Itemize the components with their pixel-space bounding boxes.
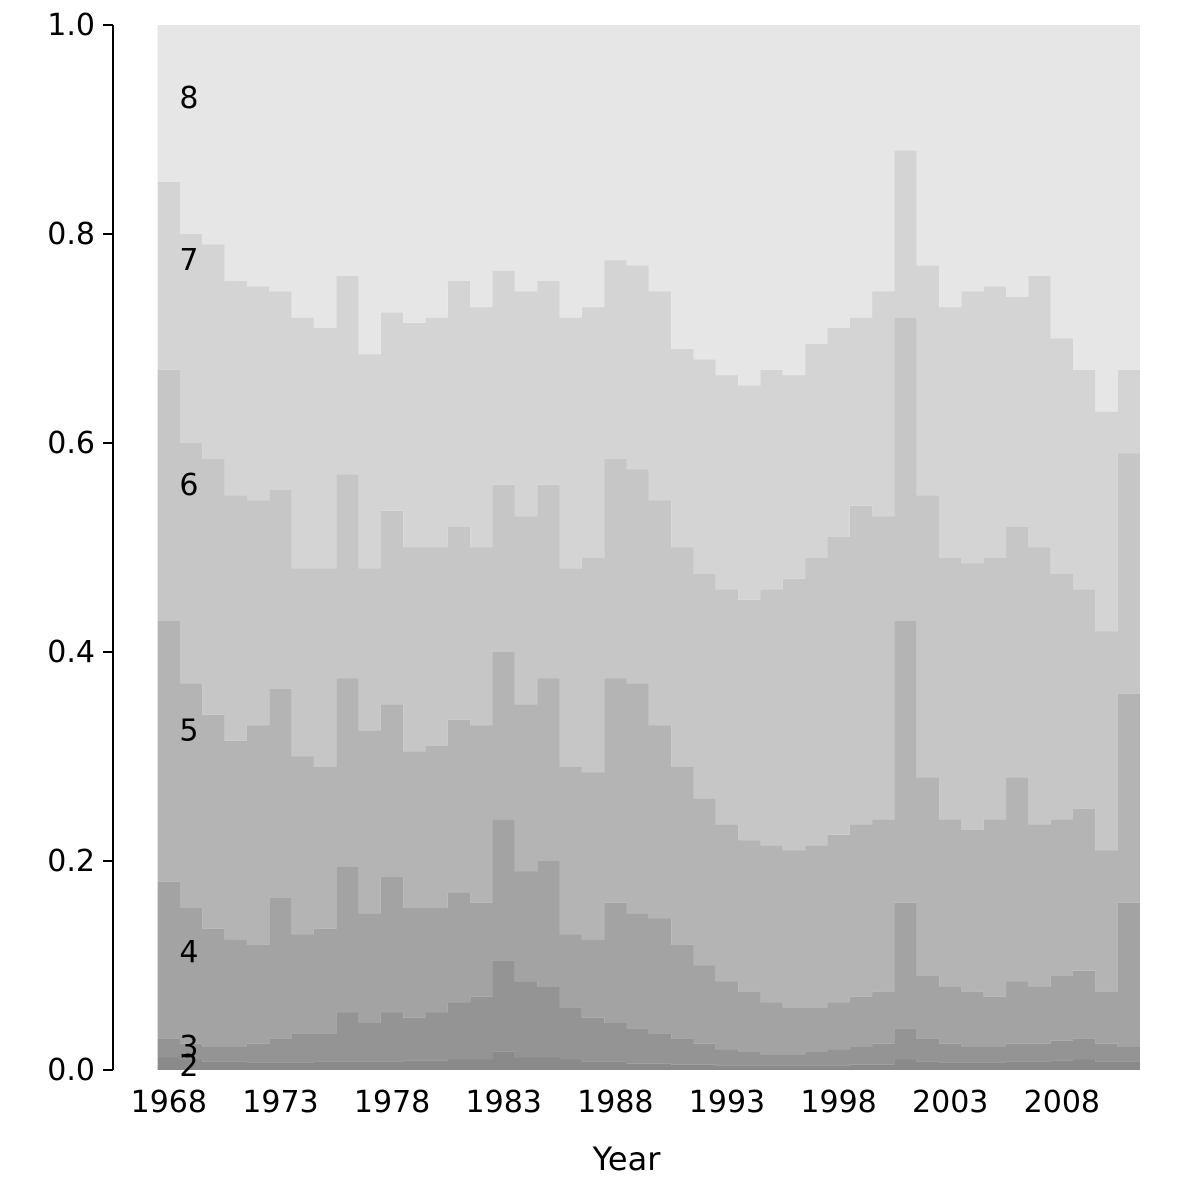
y-tick-label: 0.8 [47, 217, 95, 252]
x-tick-label: 1998 [800, 1085, 876, 1120]
y-tick-label: 0.2 [47, 844, 95, 879]
y-tick-label: 0.6 [47, 426, 95, 461]
region-label-2: 2 [179, 1049, 198, 1084]
y-tick-label: 0.0 [47, 1053, 95, 1088]
x-tick-label: 2003 [912, 1085, 988, 1120]
y-axis: 0.0 0.2 0.4 0.6 0.8 1.0 [47, 8, 114, 1088]
region-label-6: 6 [179, 468, 198, 503]
region-4 [157, 819, 1140, 1055]
x-axis-title: Year [592, 1140, 662, 1178]
region-label-3: 3 [179, 1030, 198, 1065]
region-7 [157, 150, 1140, 632]
x-tick-label: 1988 [577, 1085, 653, 1120]
region-label-4: 4 [179, 935, 198, 970]
x-tick-label: 1968 [131, 1085, 207, 1120]
x-tick-label: 1983 [466, 1085, 542, 1120]
x-tick-label: 1993 [689, 1085, 765, 1120]
region-label-5: 5 [179, 713, 198, 748]
y-tick-label: 1.0 [47, 8, 95, 43]
region-labels: 8 7 6 5 4 32 [179, 81, 198, 1084]
y-tick-label: 0.4 [47, 635, 95, 670]
region-label-7: 7 [179, 243, 198, 278]
x-axis: 1968 1973 1978 1983 1988 1993 1998 2003 2008 Year [131, 1085, 1100, 1178]
region-3 [157, 960, 1140, 1066]
region-2 [157, 1051, 1140, 1070]
region-label-8: 8 [179, 81, 198, 116]
region-6 [157, 317, 1140, 851]
x-tick-label: 2008 [1024, 1085, 1100, 1120]
region-5 [157, 620, 1140, 1008]
x-tick-label: 1973 [242, 1085, 318, 1120]
region-8 [157, 25, 1140, 412]
stacked-regions [157, 25, 1140, 1070]
x-tick-label: 1978 [354, 1085, 430, 1120]
